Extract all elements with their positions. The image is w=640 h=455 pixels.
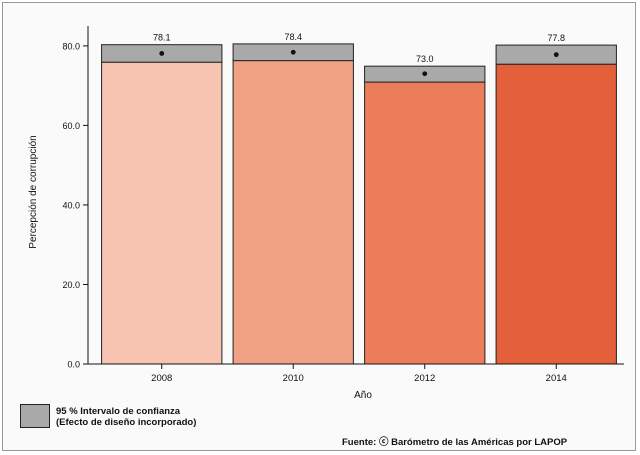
legend-ci-line1: 95 % Intervalo de confianza xyxy=(56,406,181,417)
data-label: 78.4 xyxy=(284,32,302,42)
estimate-point xyxy=(159,51,165,56)
y-axis: 0.0 20.0 40.0 60.0 80.0 xyxy=(62,26,89,370)
x-tick-label: 2008 xyxy=(151,373,172,384)
bar xyxy=(495,63,617,365)
y-tick-label: 60.0 xyxy=(62,121,80,131)
x-axis-title: Año xyxy=(354,390,372,401)
bar xyxy=(101,61,223,365)
bar xyxy=(232,60,354,365)
estimate-point xyxy=(553,52,559,58)
x-tick-label: 2012 xyxy=(414,373,435,384)
x-tick-label: 2010 xyxy=(283,373,304,384)
bar xyxy=(364,81,486,365)
y-tick-label: 0.0 xyxy=(67,360,80,370)
estimate-point xyxy=(290,49,296,55)
y-tick-label: 40.0 xyxy=(62,200,80,210)
y-tick-label: 80.0 xyxy=(62,41,80,51)
legend-ci-line2: (Efecto de diseño incorporado) xyxy=(56,417,197,428)
data-label: 77.8 xyxy=(547,33,565,43)
legend-ci-label: 95 % Intervalo de confianza (Efecto de d… xyxy=(56,406,196,428)
y-tick-label: 20.0 xyxy=(62,280,80,290)
x-axis: 2008 2010 2012 2014 xyxy=(88,363,624,384)
data-label: 73.0 xyxy=(416,54,434,64)
y-axis-title: Percepción de corrupción xyxy=(28,135,39,248)
estimate-point xyxy=(422,71,428,77)
x-tick-label: 2014 xyxy=(546,373,567,384)
bars-group: 78.1 78.4 73.0 77.8 xyxy=(101,32,617,365)
source-note: Fuente: ⓒ Barómetro de las Américas por … xyxy=(342,437,568,448)
legend-ci-swatch xyxy=(20,404,50,428)
data-label: 78.1 xyxy=(153,33,171,43)
